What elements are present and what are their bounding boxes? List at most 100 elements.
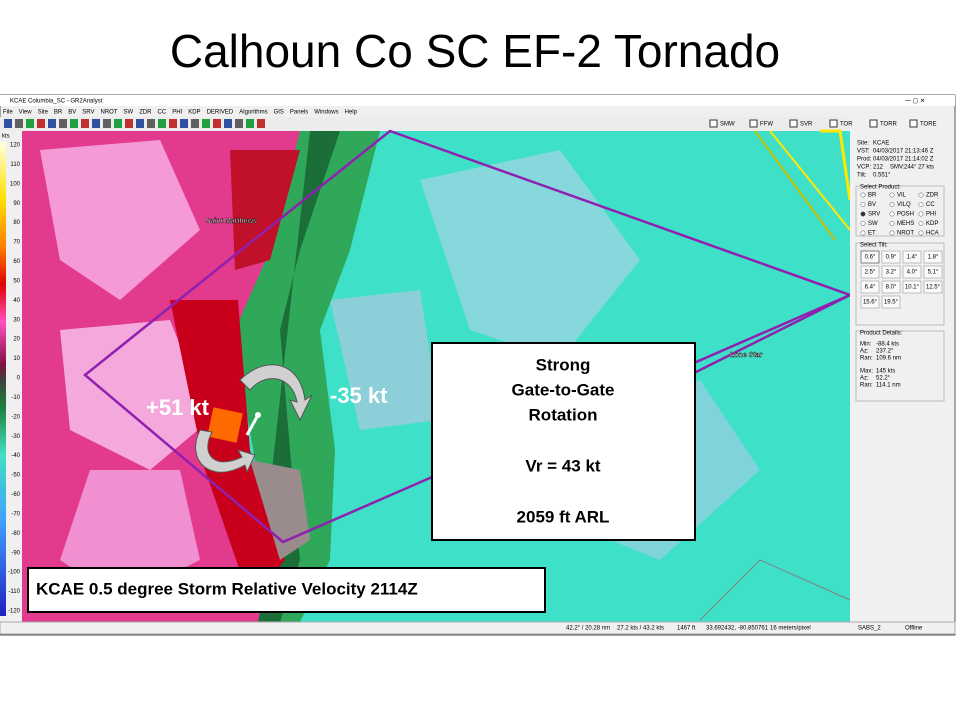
product-radio[interactable]: [860, 230, 866, 236]
tilt-option[interactable]: 6.4°: [865, 285, 876, 291]
tilt-option[interactable]: 3.2°: [886, 270, 897, 276]
tilt-button[interactable]: [860, 265, 880, 279]
product-option[interactable]: ET: [868, 231, 876, 237]
toolbar-button[interactable]: [180, 119, 188, 128]
toolbar-button[interactable]: [103, 119, 111, 128]
warning-checkbox[interactable]: [829, 119, 838, 128]
menu-item[interactable]: DERIVED: [207, 110, 234, 116]
warning-checkbox[interactable]: [749, 119, 758, 128]
menu-item[interactable]: ZDR: [139, 110, 152, 116]
tilt-button[interactable]: [902, 265, 922, 279]
toolbar-button[interactable]: [257, 119, 265, 128]
product-option[interactable]: BR: [868, 193, 877, 199]
warning-checkbox[interactable]: [869, 119, 878, 128]
tilt-button[interactable]: [902, 250, 922, 264]
menu-item[interactable]: BR: [54, 110, 63, 116]
toolbar-button[interactable]: [59, 119, 67, 128]
product-radio[interactable]: [889, 230, 895, 236]
toolbar-button[interactable]: [125, 119, 133, 128]
toolbar-button[interactable]: [136, 119, 144, 128]
product-radio[interactable]: [918, 192, 924, 198]
tilt-button[interactable]: [860, 250, 880, 264]
product-radio[interactable]: [860, 202, 866, 207]
product-radio[interactable]: [860, 211, 866, 217]
product-radio[interactable]: [918, 202, 924, 207]
product-option[interactable]: KDP: [926, 221, 938, 227]
menu-item[interactable]: BV: [68, 110, 76, 116]
warning-checkbox[interactable]: [709, 119, 718, 128]
tilt-option[interactable]: 2.5°: [865, 270, 876, 276]
menu-item[interactable]: Algorithms: [239, 110, 267, 116]
product-option[interactable]: VILQ: [897, 202, 911, 208]
warning-checkbox[interactable]: [789, 119, 798, 128]
product-option[interactable]: BV: [868, 202, 876, 208]
toolbar-button[interactable]: [213, 119, 221, 128]
toolbar-button[interactable]: [191, 119, 199, 128]
menu-item[interactable]: NROT: [101, 110, 118, 116]
tilt-option[interactable]: 0.6°: [865, 255, 876, 261]
product-radio[interactable]: [889, 211, 895, 217]
tilt-button[interactable]: [860, 280, 880, 294]
menu-item[interactable]: CC: [158, 110, 167, 116]
menu-item[interactable]: PHI: [172, 110, 182, 116]
tilt-button[interactable]: [881, 265, 901, 279]
warning-checkbox[interactable]: [909, 119, 918, 128]
menu-item[interactable]: File: [3, 110, 13, 116]
product-option[interactable]: ZDR: [926, 193, 939, 199]
product-radio[interactable]: [918, 211, 924, 217]
toolbar-button[interactable]: [37, 119, 45, 128]
product-radio[interactable]: [918, 230, 924, 236]
product-option[interactable]: POSH: [897, 212, 914, 218]
menu-item[interactable]: Panels: [290, 110, 308, 116]
tilt-option[interactable]: 10.1°: [905, 285, 920, 291]
menu-item[interactable]: View: [19, 110, 33, 116]
tilt-option[interactable]: 8.0°: [886, 285, 897, 291]
product-option[interactable]: SW: [868, 221, 878, 227]
product-option[interactable]: HCA: [926, 231, 939, 237]
toolbar-button[interactable]: [4, 119, 12, 128]
toolbar-button[interactable]: [15, 119, 23, 128]
toolbar-button[interactable]: [224, 119, 232, 128]
menu-item[interactable]: SW: [124, 110, 134, 116]
product-option[interactable]: PHI: [926, 212, 936, 218]
toolbar-button[interactable]: [246, 119, 254, 128]
toolbar-button[interactable]: [235, 119, 243, 128]
product-radio[interactable]: [860, 192, 866, 198]
menu-item[interactable]: SRV: [82, 110, 94, 116]
menu-item[interactable]: Help: [345, 110, 358, 116]
menu-item[interactable]: Site: [38, 110, 49, 116]
tilt-button[interactable]: [881, 280, 901, 294]
toolbar-button[interactable]: [81, 119, 89, 128]
product-radio[interactable]: [889, 221, 895, 226]
tilt-option[interactable]: 12.5°: [926, 285, 941, 291]
tilt-button[interactable]: [923, 250, 943, 264]
tilt-button[interactable]: [881, 250, 901, 264]
toolbar-button[interactable]: [158, 119, 166, 128]
product-radio[interactable]: [889, 192, 895, 198]
toolbar-button[interactable]: [169, 119, 177, 128]
tilt-option[interactable]: 4.0°: [907, 270, 918, 276]
product-option[interactable]: CC: [926, 202, 935, 208]
tilt-option[interactable]: 1.4°: [907, 255, 918, 261]
product-radio[interactable]: [860, 221, 866, 226]
product-option[interactable]: MEHS: [897, 221, 914, 227]
tilt-button[interactable]: [923, 280, 943, 294]
product-radio[interactable]: [918, 221, 924, 226]
menu-item[interactable]: Windows: [314, 110, 338, 116]
tilt-option[interactable]: 0.9°: [886, 255, 897, 261]
product-option[interactable]: NROT: [897, 231, 914, 237]
toolbar-button[interactable]: [70, 119, 78, 128]
tilt-button[interactable]: [881, 295, 901, 309]
tilt-option[interactable]: 5.1°: [928, 270, 939, 276]
product-option[interactable]: VIL: [897, 193, 907, 199]
toolbar-button[interactable]: [114, 119, 122, 128]
toolbar-button[interactable]: [48, 119, 56, 128]
tilt-button[interactable]: [923, 265, 943, 279]
tilt-option[interactable]: 19.5°: [884, 300, 899, 306]
tilt-button[interactable]: [902, 280, 922, 294]
menu-item[interactable]: KDP: [188, 110, 200, 116]
menu-item[interactable]: GIS: [274, 110, 284, 116]
product-radio[interactable]: [889, 202, 895, 207]
tilt-button[interactable]: [860, 295, 880, 309]
toolbar-button[interactable]: [92, 119, 100, 128]
